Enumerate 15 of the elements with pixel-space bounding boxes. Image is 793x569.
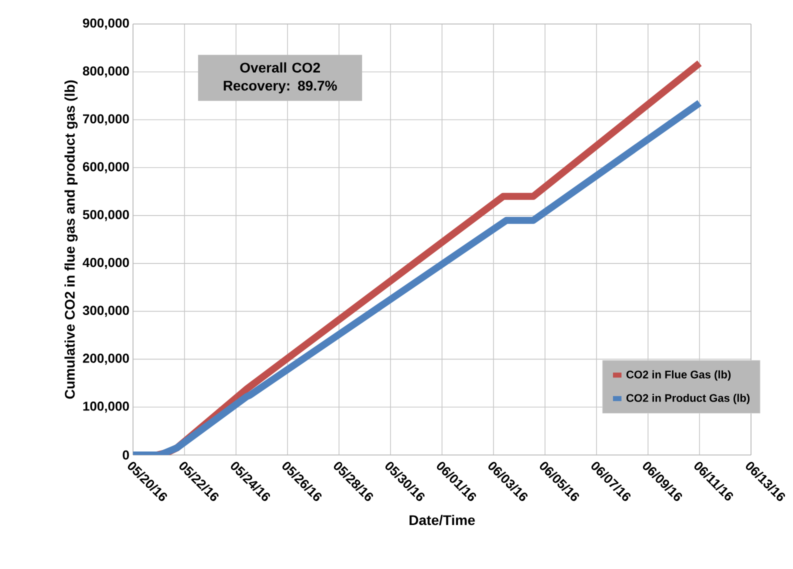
y-tick-label: 100,000 [83,402,129,413]
y-tick-label: 500,000 [82,210,129,222]
legend-label: CO2 in Flue Gas (lb) [626,370,731,381]
y-tick-label: 300,000 [82,306,129,317]
y-axis-title: Cumulative CO2 in flue gas and product gas (lb) [64,80,78,399]
x-axis-title: Date/Time [410,514,475,526]
y-tick-label: 700,000 [83,114,129,126]
y-tick-label: 800,000 [82,66,129,78]
legend-label: CO2 in Product Gas (lb) [626,394,750,404]
y-tick-label: 0 [122,450,129,460]
y-tick-label: 600,000 [82,162,129,174]
y-tick-label: 200,000 [82,354,129,365]
y-tick-label: 900,000 [82,18,129,30]
annotation: Overall CO2 Recovery: 89.7% [224,62,337,94]
y-tick-label: 400,000 [82,258,129,269]
